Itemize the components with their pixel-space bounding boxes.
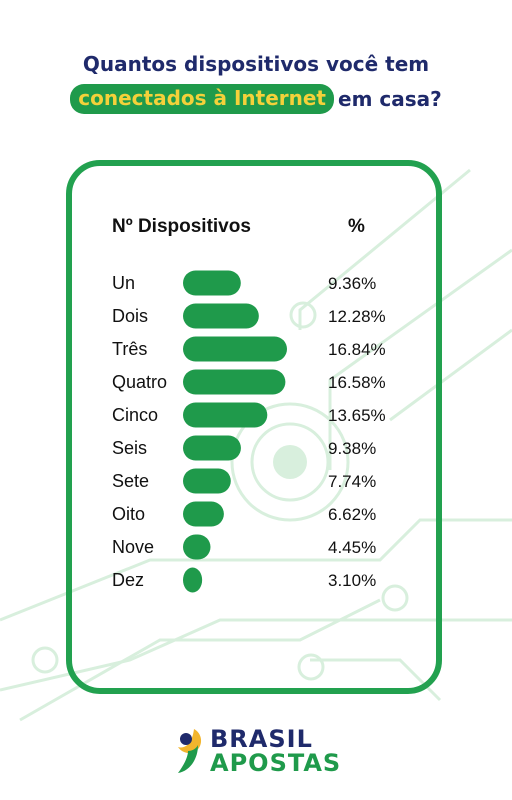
title-rest: em casa? [338, 87, 442, 111]
x-axis-header: Nº Dispositivos [112, 216, 251, 237]
value-label: 9.38% [328, 439, 376, 458]
category-label: Seis [112, 438, 147, 458]
brasil-apostas-logo: BRASIL APOSTAS [172, 725, 342, 775]
value-label: 4.45% [328, 538, 376, 557]
value-label: 7.74% [328, 472, 376, 491]
bar [183, 369, 286, 395]
category-label: Quatro [112, 372, 167, 392]
bar [183, 303, 259, 329]
title-highlight: conectados à Internet [70, 84, 334, 114]
chart-frame [66, 160, 442, 694]
category-label: Dez [112, 570, 144, 590]
bar [183, 501, 224, 527]
bar [183, 567, 203, 593]
category-label: Dois [112, 306, 148, 326]
percent-header: % [348, 216, 365, 237]
value-label: 16.84% [328, 340, 386, 359]
logo-mark-icon [178, 729, 202, 773]
bar [183, 270, 241, 296]
category-label: Cinco [112, 405, 158, 425]
bar [183, 435, 241, 461]
bar [183, 468, 231, 494]
value-label: 6.62% [328, 505, 376, 524]
category-label: Nove [112, 537, 154, 557]
value-label: 12.28% [328, 307, 386, 326]
value-label: 3.10% [328, 571, 376, 590]
logo-line2: APOSTAS [210, 749, 342, 777]
title-line1: Quantos dispositivos você tem [82, 52, 430, 76]
bar [183, 402, 268, 428]
category-label: Oito [112, 504, 145, 524]
category-label: Un [112, 273, 135, 293]
value-label: 9.36% [328, 274, 376, 293]
bar [183, 336, 287, 362]
value-label: 16.58% [328, 373, 386, 392]
category-label: Sete [112, 471, 149, 491]
category-label: Três [112, 339, 147, 359]
title-line2: conectados à Internet em casa? [0, 84, 512, 114]
value-label: 13.65% [328, 406, 386, 425]
logo-line1: BRASIL [210, 725, 313, 753]
bar [183, 534, 211, 560]
